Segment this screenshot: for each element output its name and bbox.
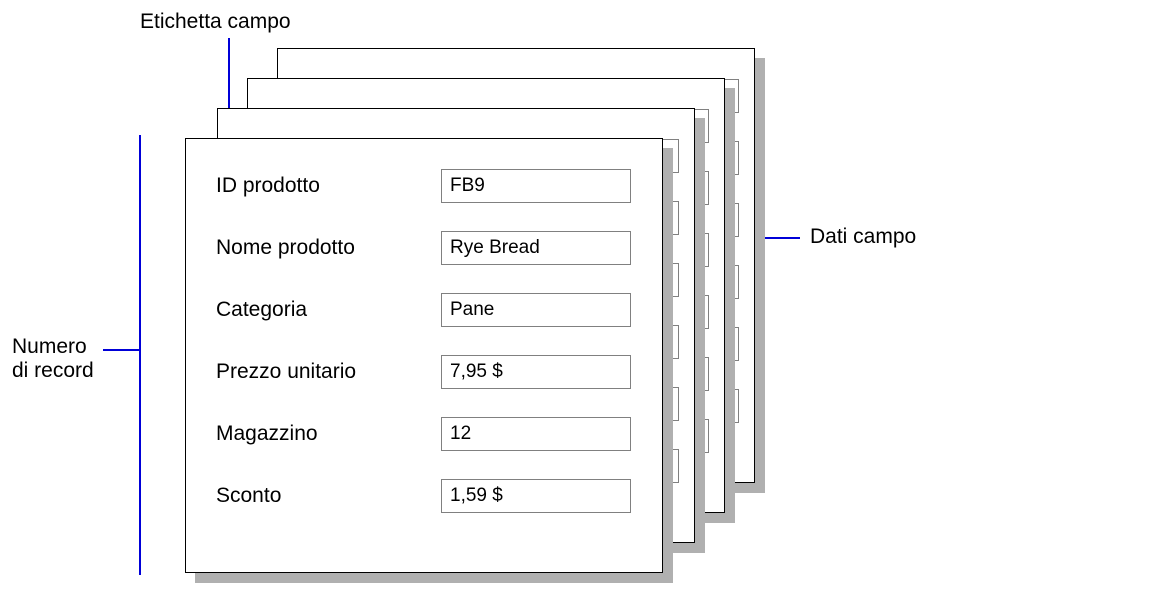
field-label: Prezzo unitario [216, 360, 441, 384]
field-label: ID prodotto [216, 174, 441, 198]
annotation-line-record-count-h [103, 349, 139, 351]
field-value: 1,59 $ [441, 479, 631, 513]
field-value: Pane [441, 293, 631, 327]
field-row-nome-prodotto: Nome prodotto Rye Bread [216, 231, 632, 265]
card-1-front: ID prodotto FB9 Nome prodotto Rye Bread … [185, 138, 663, 573]
field-label: Sconto [216, 484, 441, 508]
annotation-record-count-line1: Numerodi record [12, 335, 94, 383]
field-label: Magazzino [216, 422, 441, 446]
field-row-id-prodotto: ID prodotto FB9 [216, 169, 632, 203]
field-value: 7,95 $ [441, 355, 631, 389]
field-row-categoria: Categoria Pane [216, 293, 632, 327]
annotation-field-data: Dati campo [810, 225, 916, 249]
annotation-bracket-record-count [139, 135, 141, 575]
field-row-prezzo-unitario: Prezzo unitario 7,95 $ [216, 355, 632, 389]
diagram-canvas: Etichetta campo Numerodi record Dati cam… [0, 0, 1149, 612]
field-label: Categoria [216, 298, 441, 322]
annotation-field-label: Etichetta campo [140, 10, 291, 34]
field-row-magazzino: Magazzino 12 [216, 417, 632, 451]
field-row-sconto: Sconto 1,59 $ [216, 479, 632, 513]
field-value: 12 [441, 417, 631, 451]
field-label: Nome prodotto [216, 236, 441, 260]
field-value: Rye Bread [441, 231, 631, 265]
field-value: FB9 [441, 169, 631, 203]
